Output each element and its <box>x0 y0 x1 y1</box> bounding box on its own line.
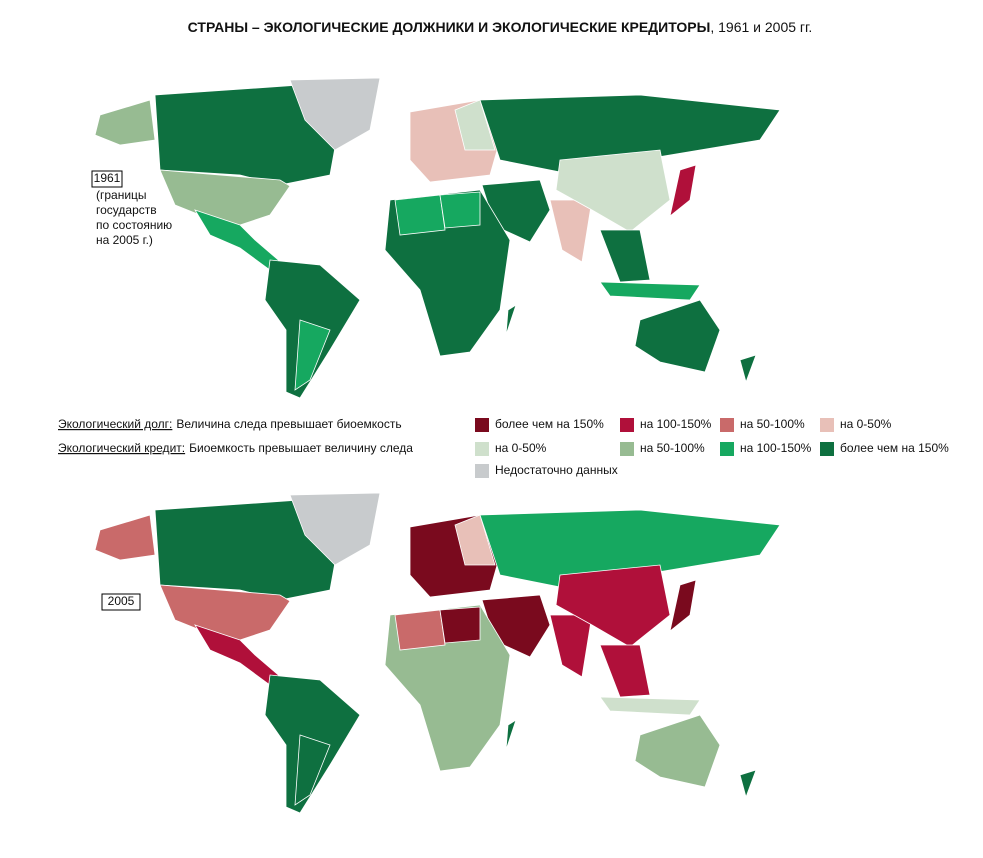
legend-swatch <box>620 418 634 432</box>
country <box>599 696 701 716</box>
country <box>505 304 517 336</box>
country <box>599 281 701 301</box>
legend: более чем на 150% на 100-150% на 50-100% на… <box>475 417 949 478</box>
country <box>289 77 381 151</box>
country <box>94 99 156 146</box>
note-line: по состоянию <box>96 218 172 232</box>
map-1961 <box>94 77 781 399</box>
legend-swatch <box>720 418 734 432</box>
country <box>454 514 496 566</box>
legend-swatch <box>475 418 489 432</box>
map-label: 2005 <box>108 594 135 608</box>
legend-label: на 0-50% <box>495 441 547 455</box>
legend-label: на 0-50% <box>840 417 892 431</box>
country <box>634 299 721 373</box>
country <box>454 99 496 151</box>
country <box>439 191 481 229</box>
title-rest: , 1961 и 2005 гг. <box>710 19 812 35</box>
label-box <box>91 170 123 188</box>
legend-swatch <box>475 464 489 478</box>
country <box>549 199 593 263</box>
legend-swatch <box>820 418 834 432</box>
country <box>669 579 697 633</box>
legend-swatch <box>475 442 489 456</box>
country <box>739 354 757 384</box>
country <box>439 606 481 644</box>
title: СТРАНЫ – ЭКОЛОГИЧЕСКИЕ ДОЛЖНИКИ И ЭКОЛОГ… <box>188 19 813 35</box>
note-line: (границы <box>96 188 147 202</box>
country <box>294 319 331 391</box>
legend-text: Величина следа превышает биоемкость <box>176 417 401 431</box>
country <box>739 769 757 799</box>
map-2005 <box>94 492 781 814</box>
legend-term: Экологический долг: <box>58 417 172 431</box>
country <box>634 714 721 788</box>
legend-credit: Экологический кредит: Биоемкость превышае… <box>58 441 413 455</box>
map-label: 1961 <box>94 171 121 185</box>
country <box>159 169 291 226</box>
legend-label: более чем на 150% <box>495 417 604 431</box>
legend-label: на 50-100% <box>740 417 805 431</box>
legend-swatch <box>820 442 834 456</box>
country <box>549 614 593 678</box>
legend-debt: Экологический долг: Величина следа превыш… <box>58 417 402 431</box>
note-line: на 2005 г.) <box>96 233 153 247</box>
country <box>394 609 446 651</box>
legend-swatch <box>720 442 734 456</box>
country <box>159 584 291 641</box>
legend-term: Экологический кредит: <box>58 441 185 455</box>
legend-label: Недостаточно данных <box>495 463 618 477</box>
country <box>94 514 156 561</box>
country <box>394 194 446 236</box>
legend-label: на 50-100% <box>640 441 705 455</box>
legend-label: на 100-150% <box>740 441 812 455</box>
country <box>599 229 651 283</box>
country <box>669 164 697 218</box>
country <box>294 734 331 806</box>
country <box>479 509 781 588</box>
legend-text: Биоемкость превышает величину следа <box>189 441 413 455</box>
country <box>289 492 381 566</box>
label-box <box>101 593 141 611</box>
legend-label: на 100-150% <box>640 417 712 431</box>
title-bold: СТРАНЫ – ЭКОЛОГИЧЕСКИЕ ДОЛЖНИКИ И ЭКОЛОГ… <box>188 19 711 35</box>
legend-swatch <box>620 442 634 456</box>
country <box>479 94 781 173</box>
country <box>599 644 651 698</box>
note-line: государств <box>96 203 157 217</box>
legend-label: более чем на 150% <box>840 441 949 455</box>
country <box>505 719 517 751</box>
